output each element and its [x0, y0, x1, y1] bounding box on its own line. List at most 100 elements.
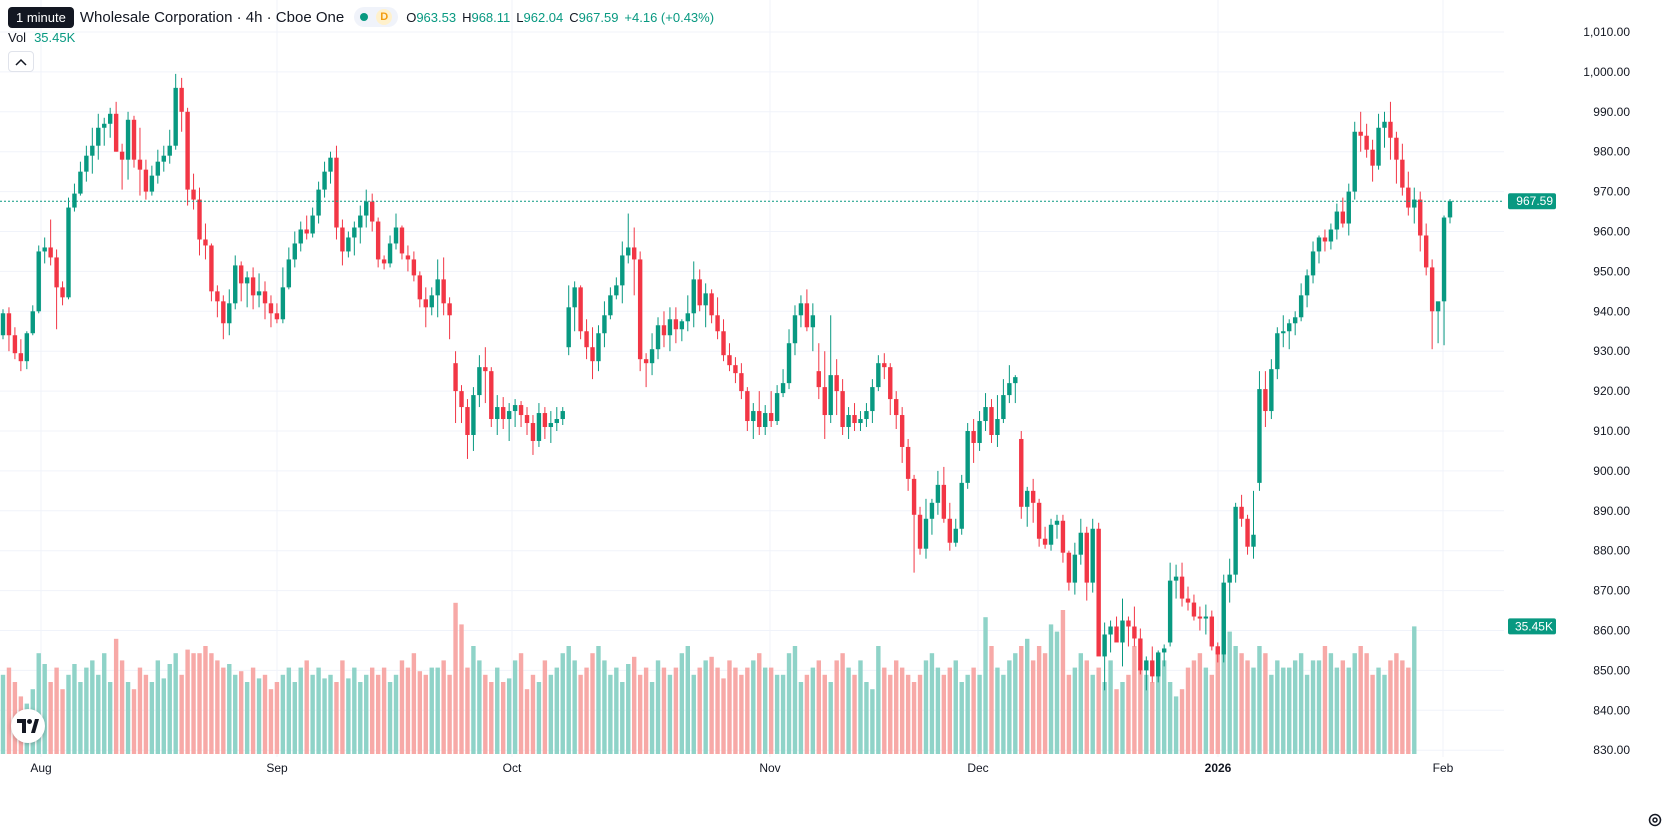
volume-bar [667, 674, 673, 754]
volume-bar [1048, 624, 1054, 754]
candle-body [119, 151, 125, 160]
tradingview-logo-icon[interactable] [11, 709, 45, 743]
candle-body [447, 303, 452, 316]
volume-bar [137, 667, 143, 754]
y-tick-label: 880.00 [1593, 544, 1630, 558]
volume-bar [215, 660, 220, 754]
interval-badge[interactable]: 1 minute [8, 6, 74, 28]
candle-body [1292, 317, 1298, 324]
volume-bar [774, 674, 780, 754]
volume-bar [751, 660, 756, 754]
candle-body [715, 315, 720, 332]
volume-bar [709, 656, 714, 754]
candle-body [197, 199, 202, 240]
volume-bar [393, 674, 399, 754]
candle-body [649, 349, 655, 364]
volume-bar [965, 674, 970, 754]
candle-body [78, 171, 83, 194]
volume-bar [262, 674, 268, 754]
volume-bar [1060, 610, 1066, 754]
volume-bar [1245, 660, 1250, 754]
volume-bar [1072, 667, 1078, 754]
volume-bar [1179, 689, 1185, 754]
candle-body [780, 383, 786, 394]
candle-body [733, 365, 738, 374]
candle-body [24, 333, 30, 362]
y-tick-label: 860.00 [1593, 624, 1630, 638]
volume-bar [977, 674, 982, 754]
candle-body [322, 171, 327, 190]
market-status-pill[interactable]: D [354, 7, 399, 27]
volume-bar [1298, 653, 1304, 754]
candle-body [429, 295, 434, 308]
candle-body [1132, 626, 1137, 639]
candle-body [1418, 199, 1423, 236]
candle-body [548, 423, 554, 428]
candle-body [1114, 626, 1119, 643]
candle-body [1263, 389, 1268, 412]
volume-label[interactable]: Vol [8, 30, 27, 45]
volume-bar [411, 653, 417, 754]
volume-bar [280, 674, 286, 754]
y-tick-label: 830.00 [1593, 743, 1630, 757]
candle-body [137, 159, 143, 170]
volume-bar [1102, 682, 1107, 754]
volume-bar [721, 678, 726, 754]
volume-bar [929, 653, 935, 754]
candle-body [358, 215, 363, 228]
candle-body [36, 251, 41, 312]
candle-body [518, 405, 524, 416]
volume-bar [578, 674, 583, 754]
volume-bar [107, 682, 113, 754]
candle-body [310, 215, 315, 234]
candle-body [1126, 620, 1131, 627]
symbol-title[interactable]: Wholesale Corporation · 4h · Cboe One [79, 8, 345, 26]
candle-body [995, 419, 1000, 435]
y-tick-label: 1,000.00 [1583, 65, 1630, 79]
candle-body [340, 227, 345, 252]
volume-bar [500, 682, 506, 754]
volume-bar [1376, 667, 1381, 754]
x-tick-label: 2026 [1205, 761, 1232, 775]
candle-body [280, 287, 286, 320]
volume-bar [340, 660, 345, 754]
volume-bar [602, 660, 607, 754]
volume-bar [1316, 660, 1322, 754]
volume-bar [489, 682, 494, 754]
volume-bar [60, 689, 65, 754]
volume-bar [155, 660, 161, 754]
y-tick-label: 920.00 [1593, 384, 1630, 398]
volume-bar [715, 667, 720, 754]
collapse-legend-button[interactable] [8, 51, 34, 72]
volume-bar [310, 674, 315, 754]
volume-bar [572, 660, 577, 754]
volume-bar [661, 667, 667, 754]
volume-bar [364, 674, 369, 754]
y-tick-label: 870.00 [1593, 584, 1630, 598]
candle-body [1447, 201, 1453, 218]
candle-body [173, 87, 178, 146]
candle-body [899, 415, 905, 447]
candle-body [1310, 251, 1316, 276]
candle-body [727, 355, 732, 366]
candle-body [554, 419, 559, 424]
volume-bar [495, 667, 500, 754]
volume-bar [465, 667, 470, 754]
candle-body [1084, 532, 1089, 583]
volume-bar [1239, 653, 1244, 754]
volume-bar [1287, 667, 1292, 754]
volume-bar [1203, 667, 1209, 754]
candle-body [941, 484, 947, 519]
x-tick-label: Feb [1433, 761, 1454, 775]
volume-bar [274, 682, 280, 754]
y-tick-label: 940.00 [1593, 304, 1630, 318]
volume-bar [173, 653, 178, 754]
chart-settings-button[interactable] [1644, 809, 1666, 831]
candle-body [953, 528, 958, 543]
volume-bar [471, 646, 476, 754]
symbol-legend: 1 minute Wholesale Corporation · 4h · Cb… [8, 6, 720, 28]
candle-body [1370, 149, 1375, 166]
y-tick-label: 1,010.00 [1583, 25, 1630, 39]
volume-bar [1108, 660, 1113, 754]
